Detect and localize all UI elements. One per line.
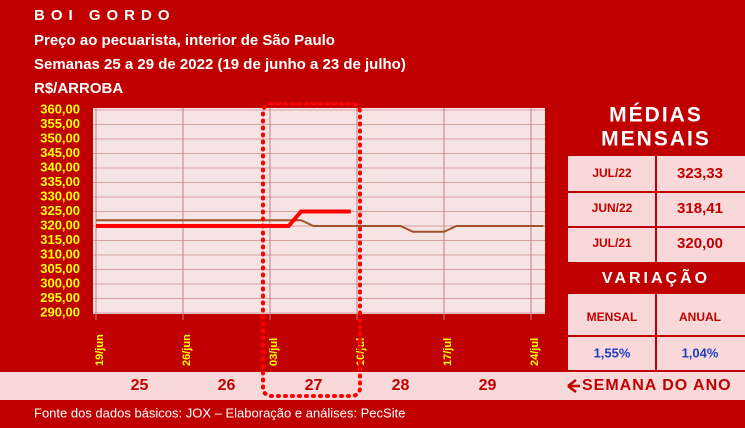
- variation-value: 1,55%: [594, 345, 631, 360]
- x-tick-label: 24/jul: [529, 338, 541, 366]
- row-label: JUL/21: [592, 236, 632, 250]
- variation-value: 1,04%: [682, 345, 719, 360]
- variation-header: [568, 262, 745, 294]
- y-tick-label: 325,00: [40, 203, 80, 218]
- y-tick-label: 330,00: [40, 188, 80, 203]
- highlight: [261, 102, 362, 398]
- sidebar-header: [568, 100, 745, 156]
- line: [96, 209, 351, 228]
- week-label: 29: [479, 377, 497, 394]
- variation-header-cell: MENSAL: [587, 310, 638, 324]
- x-tick-label: 03/jul: [268, 338, 280, 366]
- y-tick-label: 320,00: [40, 217, 80, 232]
- y-tick-label: 355,00: [40, 116, 80, 131]
- subtitle: Preço ao pecuarista, interior de São Pau…: [34, 32, 335, 49]
- y-tick-label: 300,00: [40, 275, 80, 290]
- subtitle: Semanas 25 a 29 de 2022 (19 de junho a 2…: [34, 56, 406, 73]
- y-tick-label: 350,00: [40, 130, 80, 145]
- row-label: JUN/22: [592, 201, 633, 215]
- row-value: 320,00: [677, 235, 723, 252]
- y-tick-label: 315,00: [40, 232, 80, 247]
- weeks-band: [0, 372, 745, 400]
- y-tick-label: 345,00: [40, 145, 80, 160]
- y-tick-label: 360,00: [40, 101, 80, 116]
- y-tick-label: 295,00: [40, 290, 80, 305]
- week-label: 25: [131, 377, 149, 394]
- y-tick-label: 290,00: [40, 304, 80, 319]
- variation-title: VARIAÇÃO: [602, 267, 710, 287]
- sidebar-grid: [568, 156, 745, 370]
- week-label: 26: [218, 377, 236, 394]
- y-axis-label: R$/ARROBA: [34, 80, 123, 97]
- row-label: JUL/22: [592, 166, 632, 180]
- arrow: [567, 379, 580, 393]
- line: [96, 219, 544, 233]
- x-tick-label: 17/jul: [442, 338, 454, 366]
- variation-header-cell: ANUAL: [679, 310, 721, 324]
- week-label: 28: [392, 377, 410, 394]
- x-tick-label: 10/jul: [355, 338, 367, 366]
- y-tick-label: 305,00: [40, 261, 80, 276]
- y-tick-label: 335,00: [40, 174, 80, 189]
- chart-title: BOI GORDO: [34, 7, 176, 24]
- sidebar-title: MENSAIS: [601, 128, 711, 151]
- row-value: 318,41: [677, 200, 723, 217]
- x-tick-label: 26/jun: [181, 334, 193, 366]
- source: Fonte dos dados básicos: JOX – Elaboraçã…: [34, 405, 405, 420]
- weeks-label: SEMANA DO ANO: [582, 377, 732, 394]
- sidebar-title: MÉDIAS: [609, 104, 703, 127]
- week-label: 27: [305, 377, 323, 394]
- y-tick-label: 310,00: [40, 246, 80, 261]
- row-value: 323,33: [677, 165, 723, 182]
- y-tick-label: 340,00: [40, 159, 80, 174]
- x-tick-label: 19/jun: [94, 334, 106, 366]
